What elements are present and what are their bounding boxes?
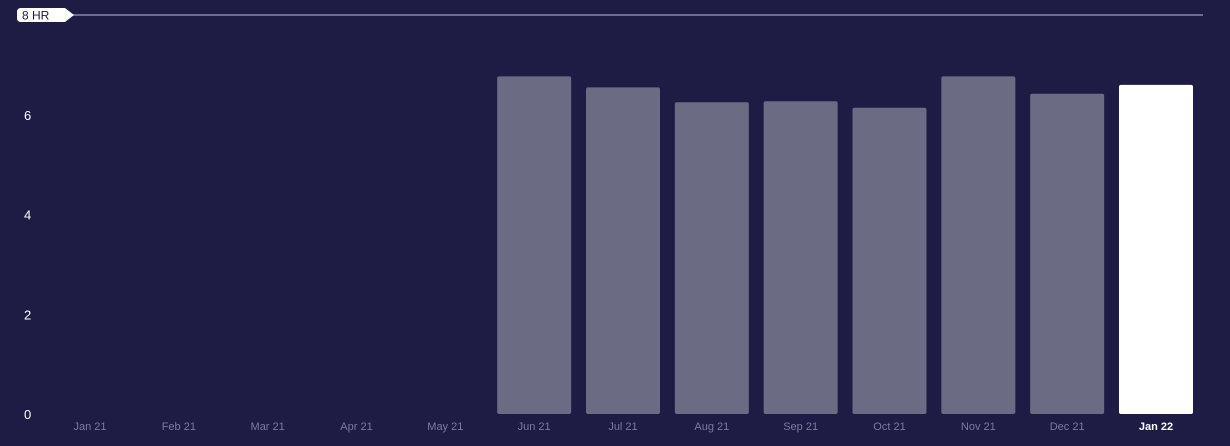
bar-oct-21[interactable] [852,107,927,414]
bars-group [497,76,1193,415]
x-tick-label: Feb 21 [162,421,196,433]
x-tick-label: Jan 22 [1139,421,1173,433]
bar-jul-21[interactable] [586,87,660,414]
reference-badge-shape [17,8,74,22]
reference-line-group: 8 HR [17,8,1203,23]
bar-jun-21[interactable] [497,76,572,414]
x-tick-label: Jan 21 [73,421,106,433]
bar-jan-22[interactable] [1119,84,1193,414]
bar-dec-21[interactable] [1030,93,1105,415]
x-tick-label: Oct 21 [873,421,905,433]
y-tick-label: 6 [24,108,31,123]
y-tick-label: 0 [24,407,31,422]
y-axis: 0 2 4 6 [24,108,31,422]
x-tick-label: Nov 21 [961,421,996,433]
bar-sep-21[interactable] [763,101,838,414]
bar-nov-21[interactable] [941,76,1016,414]
x-tick-label: Apr 21 [340,421,372,433]
x-tick-label: Sep 21 [783,421,818,433]
reference-badge-label: 8 HR [22,9,50,23]
x-tick-label: Jul 21 [608,421,637,433]
x-axis: Jan 21 Feb 21 Mar 21 Apr 21 May 21 Jun 21 Jul … [73,421,1173,433]
x-tick-label: Mar 21 [251,421,285,433]
x-tick-label: Aug 21 [694,421,729,433]
y-tick-label: 4 [24,208,31,223]
bar-aug-21[interactable] [674,102,749,414]
x-tick-label: Jun 21 [518,421,551,433]
x-tick-label: Dec 21 [1050,421,1085,433]
reference-badge: 8 HR [17,8,74,23]
y-tick-label: 2 [24,307,31,322]
x-tick-label: May 21 [427,421,463,433]
